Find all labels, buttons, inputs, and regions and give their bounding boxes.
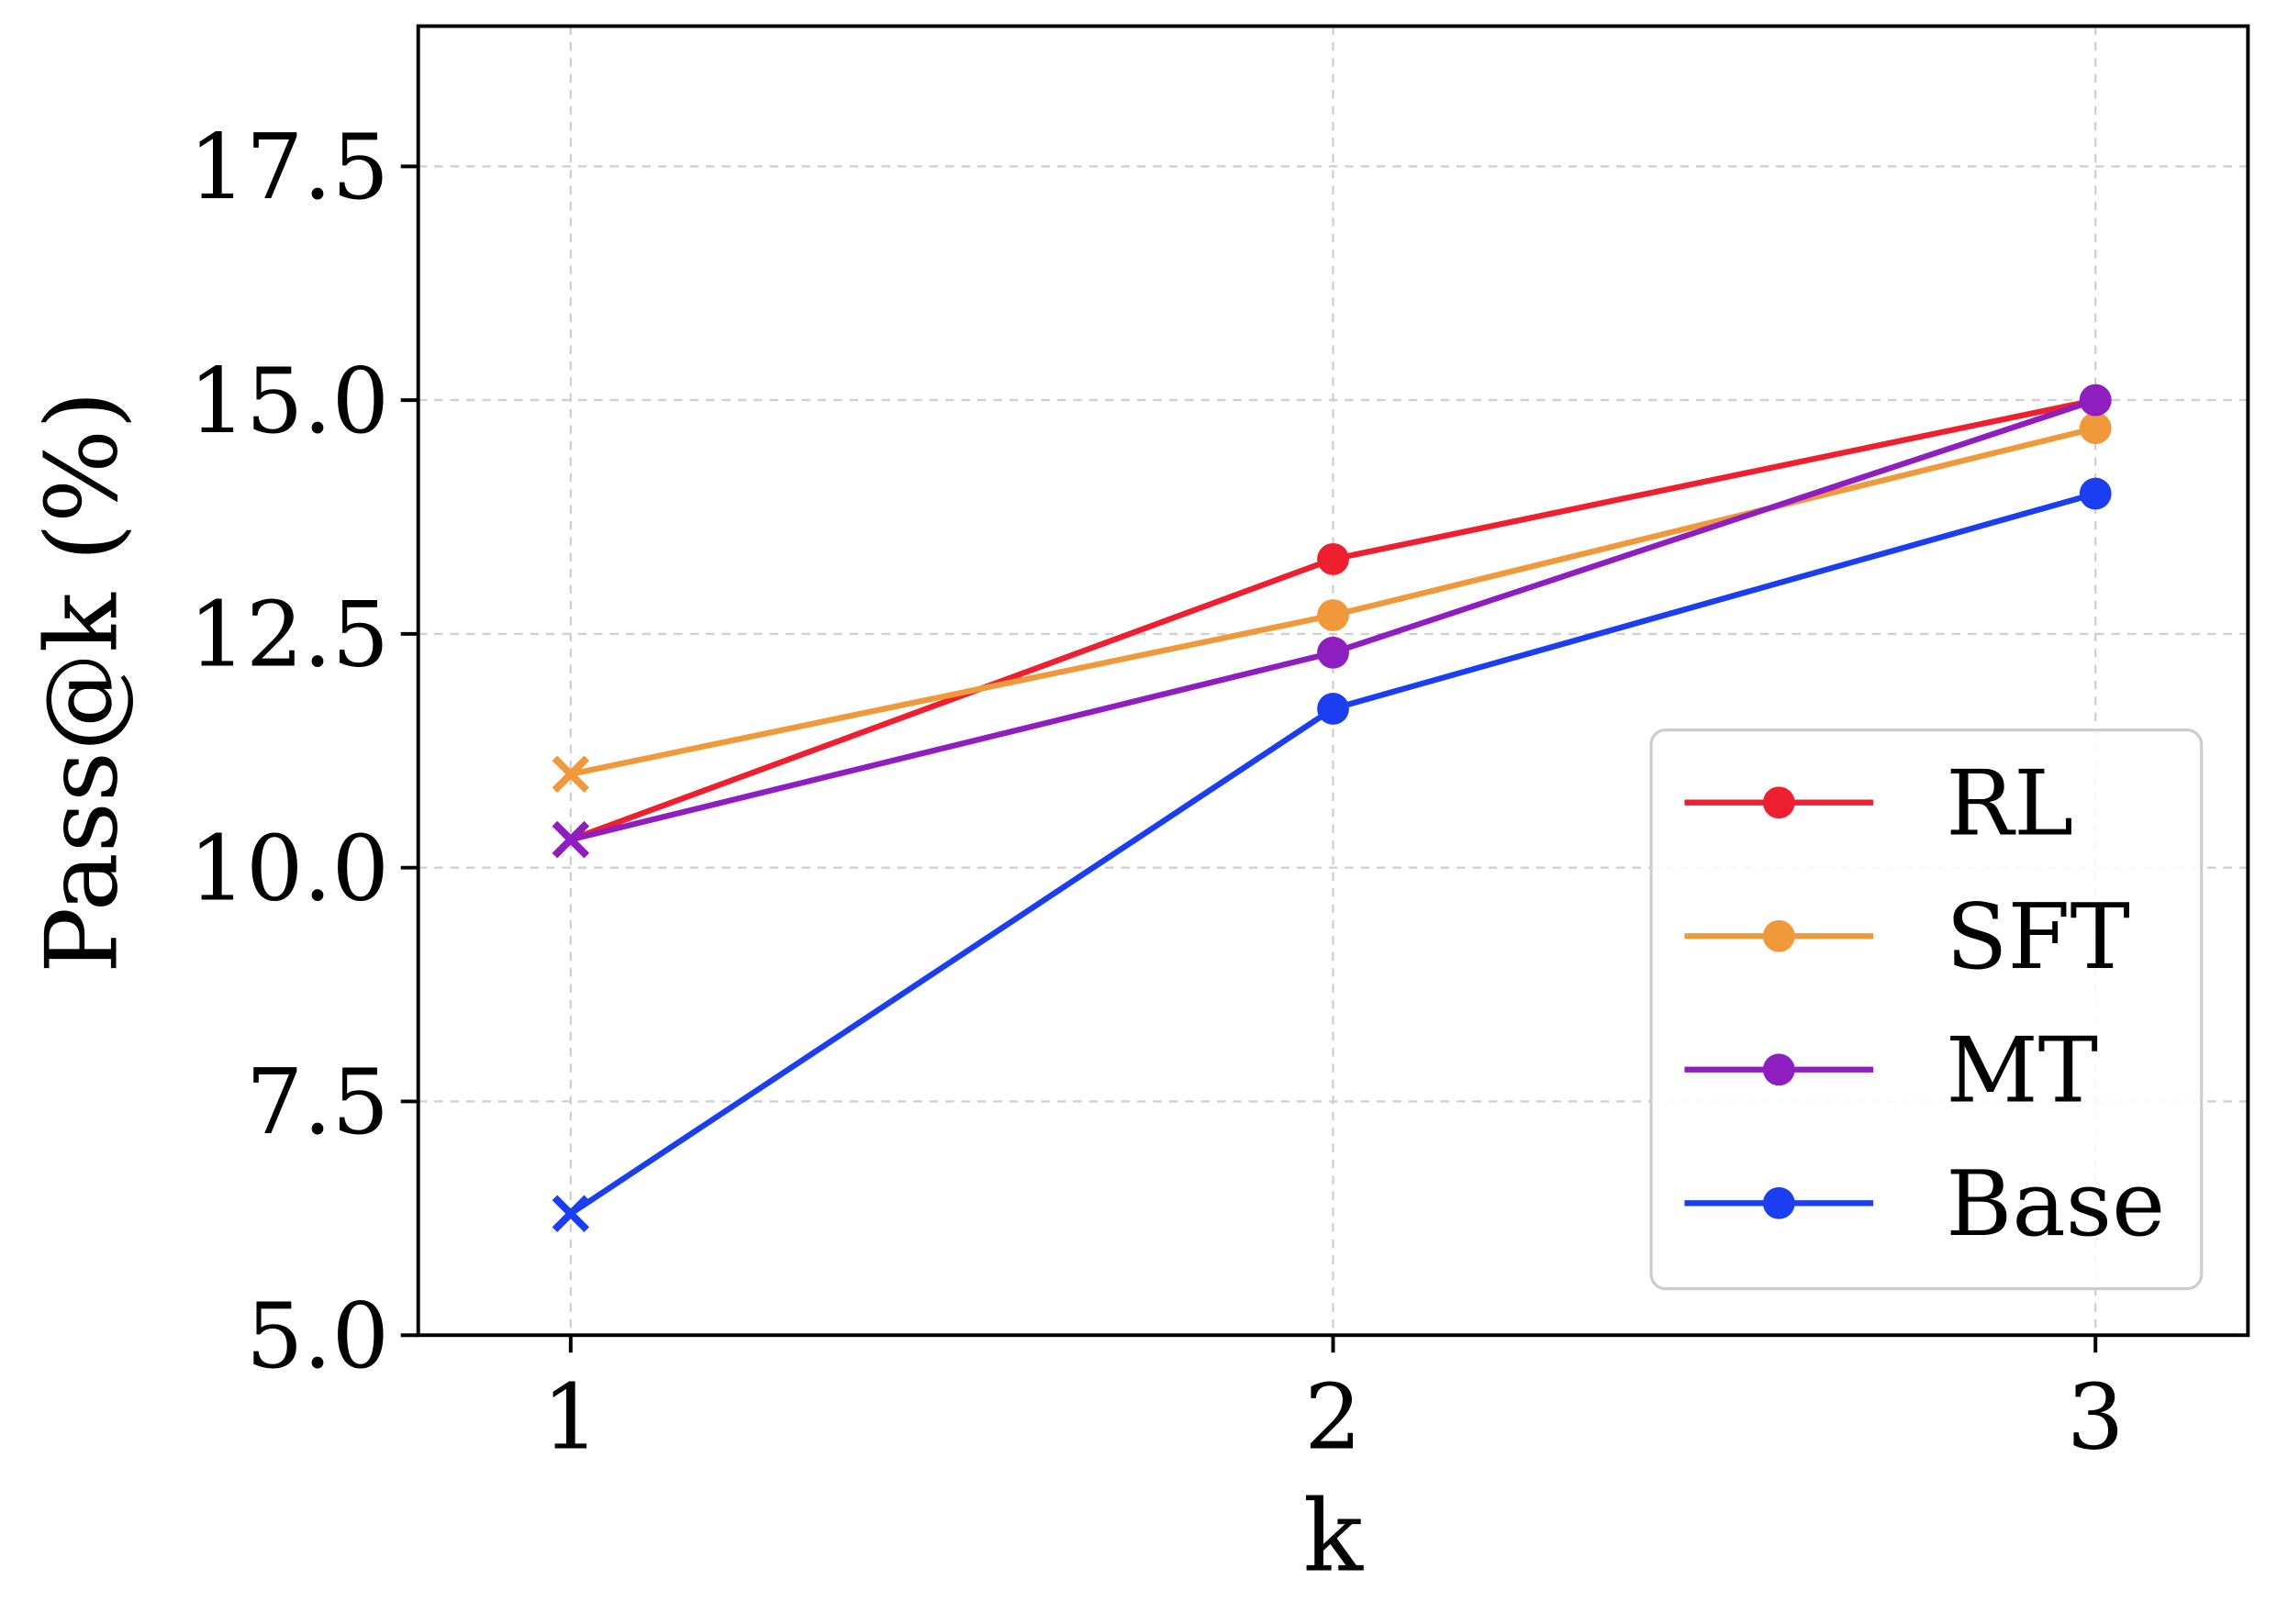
grid (418, 26, 2249, 1337)
data-point-base (1317, 693, 1349, 725)
x-marker (552, 1195, 590, 1232)
y-axis-label: Pass@k (%) (26, 391, 140, 973)
legend-label: SFT (1946, 885, 2130, 990)
y-tick-label: 17.5 (189, 116, 389, 220)
x-marker (552, 820, 590, 859)
legend-marker (1762, 1186, 1795, 1219)
data-point-sft (552, 755, 590, 793)
legend-label: Base (1946, 1152, 2165, 1257)
data-point-mt (552, 820, 590, 859)
data-point-sft (2079, 412, 2112, 445)
x-marker (552, 755, 590, 793)
x-tick-label: 2 (1304, 1366, 1361, 1471)
legend-item-sft: SFT (1684, 885, 2130, 990)
data-point-rl (1317, 542, 1349, 575)
axis-ticks: 5.0 7.5 10.0 12.5 15.0 17.5 1 2 3 (189, 116, 2125, 1470)
data-point-mt (2079, 384, 2112, 417)
legend: RL SFT MT Base (1649, 729, 2204, 1291)
y-tick-label: 12.5 (189, 584, 389, 688)
legend-item-rl: RL (1684, 752, 2073, 857)
data-point-sft (1317, 599, 1349, 631)
legend-label: RL (1946, 752, 2073, 857)
legend-item-mt: MT (1684, 1019, 2098, 1124)
data-point-mt (1317, 636, 1349, 669)
y-tick-label: 10.0 (189, 817, 389, 921)
x-axis-label: k (1303, 1479, 1364, 1594)
y-tick-label: 15.0 (189, 350, 389, 454)
legend-marker (1762, 919, 1795, 952)
x-tick-label: 1 (542, 1366, 599, 1471)
data-point-base (552, 1195, 590, 1232)
x-tick-label: 3 (2067, 1366, 2124, 1471)
y-tick-label: 5.0 (246, 1285, 389, 1389)
legend-marker (1762, 786, 1795, 819)
data-point-base (2079, 477, 2112, 510)
series-layer (552, 384, 2112, 1232)
legend-box (1649, 729, 2204, 1291)
legend-marker (1762, 1053, 1795, 1086)
legend-label: MT (1946, 1019, 2098, 1124)
y-tick-label: 7.5 (246, 1051, 389, 1155)
legend-item-base: Base (1684, 1152, 2165, 1257)
